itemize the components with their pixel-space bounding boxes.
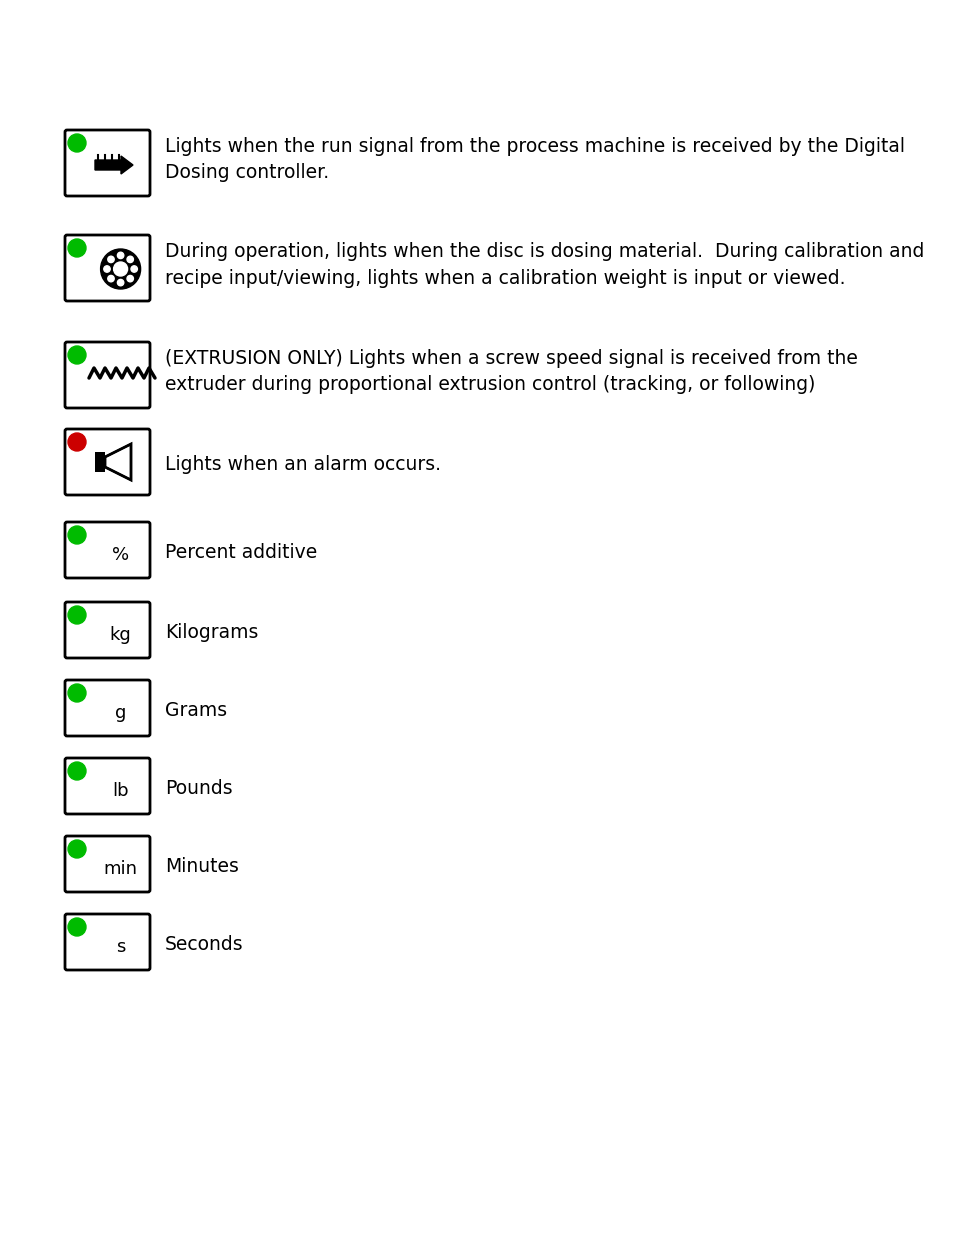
FancyBboxPatch shape [65,914,150,969]
Circle shape [108,256,114,263]
Text: (EXTRUSION ONLY) Lights when a screw speed signal is received from the
extruder : (EXTRUSION ONLY) Lights when a screw spe… [165,350,857,394]
Polygon shape [105,445,131,480]
Text: Pounds: Pounds [165,779,233,799]
FancyBboxPatch shape [65,836,150,892]
Circle shape [68,840,86,858]
Text: Seconds: Seconds [165,935,243,955]
FancyBboxPatch shape [65,429,150,495]
Circle shape [117,279,124,285]
Circle shape [127,275,133,282]
Circle shape [131,266,137,272]
FancyBboxPatch shape [65,522,150,578]
Circle shape [108,275,114,282]
Text: min: min [104,860,137,878]
Text: Lights when the run signal from the process machine is received by the Digital
D: Lights when the run signal from the proc… [165,137,904,183]
Circle shape [68,346,86,364]
Circle shape [68,240,86,257]
Text: Percent additive: Percent additive [165,543,317,562]
FancyBboxPatch shape [65,130,150,196]
Text: Minutes: Minutes [165,857,238,877]
Bar [95,452,105,472]
Text: During operation, lights when the disc is dosing material.  During calibration a: During operation, lights when the disc i… [165,242,923,288]
Text: s: s [116,939,125,956]
Text: Grams: Grams [165,701,227,720]
Circle shape [68,135,86,152]
Text: %: % [112,546,129,564]
FancyBboxPatch shape [65,342,150,408]
Circle shape [104,266,111,272]
Circle shape [113,262,128,275]
Circle shape [68,526,86,543]
Circle shape [117,252,124,258]
Text: kg: kg [110,626,132,643]
FancyBboxPatch shape [65,680,150,736]
FancyArrow shape [95,156,132,174]
Text: lb: lb [112,782,129,800]
Circle shape [68,433,86,451]
FancyBboxPatch shape [65,601,150,658]
Text: g: g [114,704,126,722]
Text: Lights when an alarm occurs.: Lights when an alarm occurs. [165,456,440,474]
Text: Kilograms: Kilograms [165,624,258,642]
Circle shape [127,256,133,263]
FancyBboxPatch shape [65,235,150,301]
Circle shape [68,684,86,701]
Circle shape [68,762,86,781]
FancyBboxPatch shape [65,758,150,814]
Circle shape [68,918,86,936]
Circle shape [68,606,86,624]
Circle shape [100,249,140,289]
